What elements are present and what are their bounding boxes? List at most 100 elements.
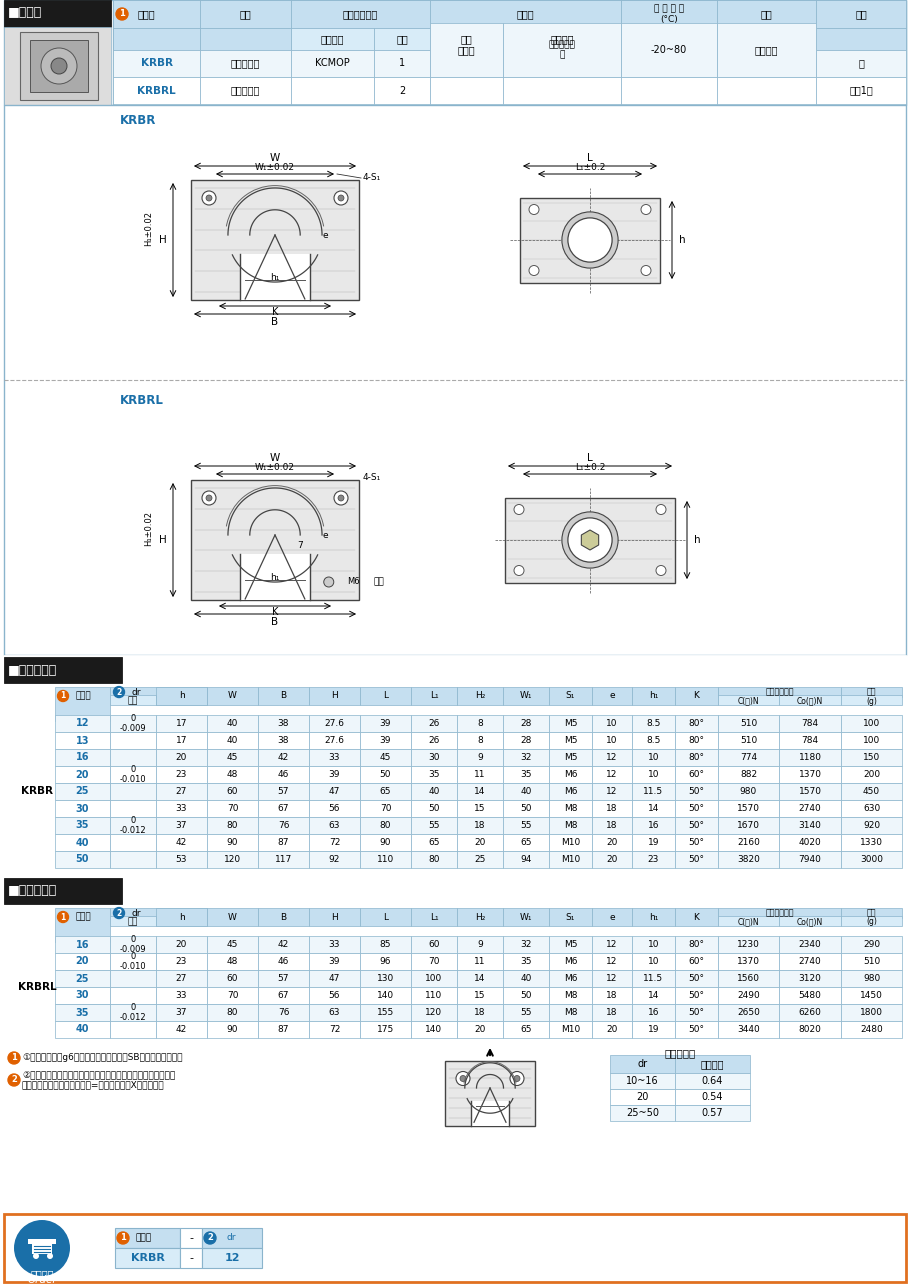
Text: 55: 55 bbox=[429, 821, 440, 830]
Text: M6: M6 bbox=[564, 786, 577, 795]
Text: 28: 28 bbox=[521, 719, 531, 728]
Bar bbox=[675, 936, 718, 952]
Text: 2: 2 bbox=[116, 687, 122, 696]
Text: 774: 774 bbox=[740, 753, 757, 762]
Text: 1670: 1670 bbox=[737, 821, 760, 830]
Circle shape bbox=[561, 512, 618, 568]
Bar bbox=[471, 1100, 509, 1126]
Bar bbox=[457, 952, 503, 970]
Bar bbox=[610, 1055, 675, 1073]
Text: 40: 40 bbox=[521, 974, 531, 983]
Bar bbox=[156, 909, 207, 927]
Text: 3000: 3000 bbox=[860, 855, 883, 864]
Bar bbox=[180, 1228, 202, 1248]
Text: 39: 39 bbox=[329, 770, 340, 779]
Text: 补偿系数: 补偿系数 bbox=[701, 1059, 724, 1069]
Text: 1: 1 bbox=[11, 1054, 17, 1063]
Text: h₁: h₁ bbox=[270, 574, 279, 583]
Bar bbox=[207, 801, 258, 817]
Bar bbox=[207, 687, 258, 705]
Bar bbox=[841, 987, 902, 1004]
Text: 类型码: 类型码 bbox=[136, 1233, 152, 1242]
Text: 80: 80 bbox=[227, 821, 238, 830]
Text: C(动)N: C(动)N bbox=[738, 696, 759, 705]
Bar bbox=[503, 936, 549, 952]
Bar bbox=[291, 0, 430, 28]
Bar bbox=[360, 851, 411, 867]
Text: 94: 94 bbox=[521, 855, 531, 864]
Bar bbox=[55, 936, 110, 952]
Bar bbox=[200, 0, 291, 28]
Text: 27: 27 bbox=[176, 786, 187, 795]
Text: 510: 510 bbox=[863, 958, 880, 967]
Bar bbox=[113, 28, 200, 50]
Text: 50°: 50° bbox=[689, 855, 704, 864]
Text: M5: M5 bbox=[564, 736, 577, 745]
Bar bbox=[110, 766, 156, 782]
Bar bbox=[411, 766, 457, 782]
Circle shape bbox=[57, 911, 68, 923]
Text: 32: 32 bbox=[521, 940, 531, 949]
Bar bbox=[55, 732, 110, 749]
Text: 9: 9 bbox=[477, 753, 483, 762]
Text: 110: 110 bbox=[377, 855, 394, 864]
Text: 784: 784 bbox=[802, 736, 819, 745]
Bar bbox=[430, 23, 503, 77]
Bar bbox=[779, 936, 841, 952]
Text: 25: 25 bbox=[474, 855, 486, 864]
Bar bbox=[55, 716, 110, 732]
Bar bbox=[592, 987, 632, 1004]
Text: 2740: 2740 bbox=[799, 958, 822, 967]
Bar bbox=[309, 801, 360, 817]
Bar bbox=[632, 936, 675, 952]
Bar bbox=[156, 936, 207, 952]
Bar bbox=[718, 834, 779, 851]
Bar bbox=[258, 970, 309, 987]
Bar bbox=[816, 50, 906, 77]
Text: Order: Order bbox=[27, 1275, 56, 1284]
Text: 35: 35 bbox=[429, 770, 440, 779]
Bar bbox=[309, 766, 360, 782]
Text: 40: 40 bbox=[227, 736, 238, 745]
Text: 18: 18 bbox=[606, 1008, 618, 1017]
Text: 55: 55 bbox=[521, 821, 531, 830]
Text: KRBRL: KRBRL bbox=[17, 982, 56, 992]
Bar bbox=[621, 23, 717, 77]
Text: 11: 11 bbox=[474, 770, 486, 779]
Bar bbox=[360, 1004, 411, 1021]
Bar bbox=[457, 1004, 503, 1021]
Text: 8.5: 8.5 bbox=[646, 736, 661, 745]
Text: ■标准型: ■标准型 bbox=[8, 6, 42, 19]
Text: 6260: 6260 bbox=[799, 1008, 822, 1017]
Text: 12: 12 bbox=[606, 786, 618, 795]
Bar bbox=[360, 936, 411, 952]
Bar bbox=[309, 1004, 360, 1021]
Text: 40: 40 bbox=[76, 838, 89, 848]
Bar bbox=[718, 1021, 779, 1039]
Bar bbox=[632, 801, 675, 817]
Text: -: - bbox=[189, 1254, 193, 1263]
Text: 12: 12 bbox=[606, 958, 618, 967]
Bar bbox=[457, 732, 503, 749]
Bar bbox=[779, 987, 841, 1004]
Text: W: W bbox=[270, 453, 280, 463]
Text: 150: 150 bbox=[863, 753, 880, 762]
Text: 5480: 5480 bbox=[799, 991, 822, 1000]
Bar bbox=[621, 0, 717, 28]
Bar bbox=[718, 970, 779, 987]
Text: 37: 37 bbox=[176, 821, 187, 830]
Text: 16: 16 bbox=[76, 940, 89, 950]
Text: 14: 14 bbox=[648, 991, 659, 1000]
Circle shape bbox=[57, 691, 68, 701]
Bar bbox=[156, 970, 207, 987]
Bar bbox=[675, 687, 718, 705]
Text: 3140: 3140 bbox=[799, 821, 822, 830]
Text: 35: 35 bbox=[521, 958, 531, 967]
Text: K: K bbox=[272, 308, 278, 317]
Bar bbox=[156, 1021, 207, 1039]
Text: H: H bbox=[331, 691, 338, 700]
Bar bbox=[718, 732, 779, 749]
Bar bbox=[156, 732, 207, 749]
Text: 2340: 2340 bbox=[799, 940, 822, 949]
Bar bbox=[549, 1021, 592, 1039]
